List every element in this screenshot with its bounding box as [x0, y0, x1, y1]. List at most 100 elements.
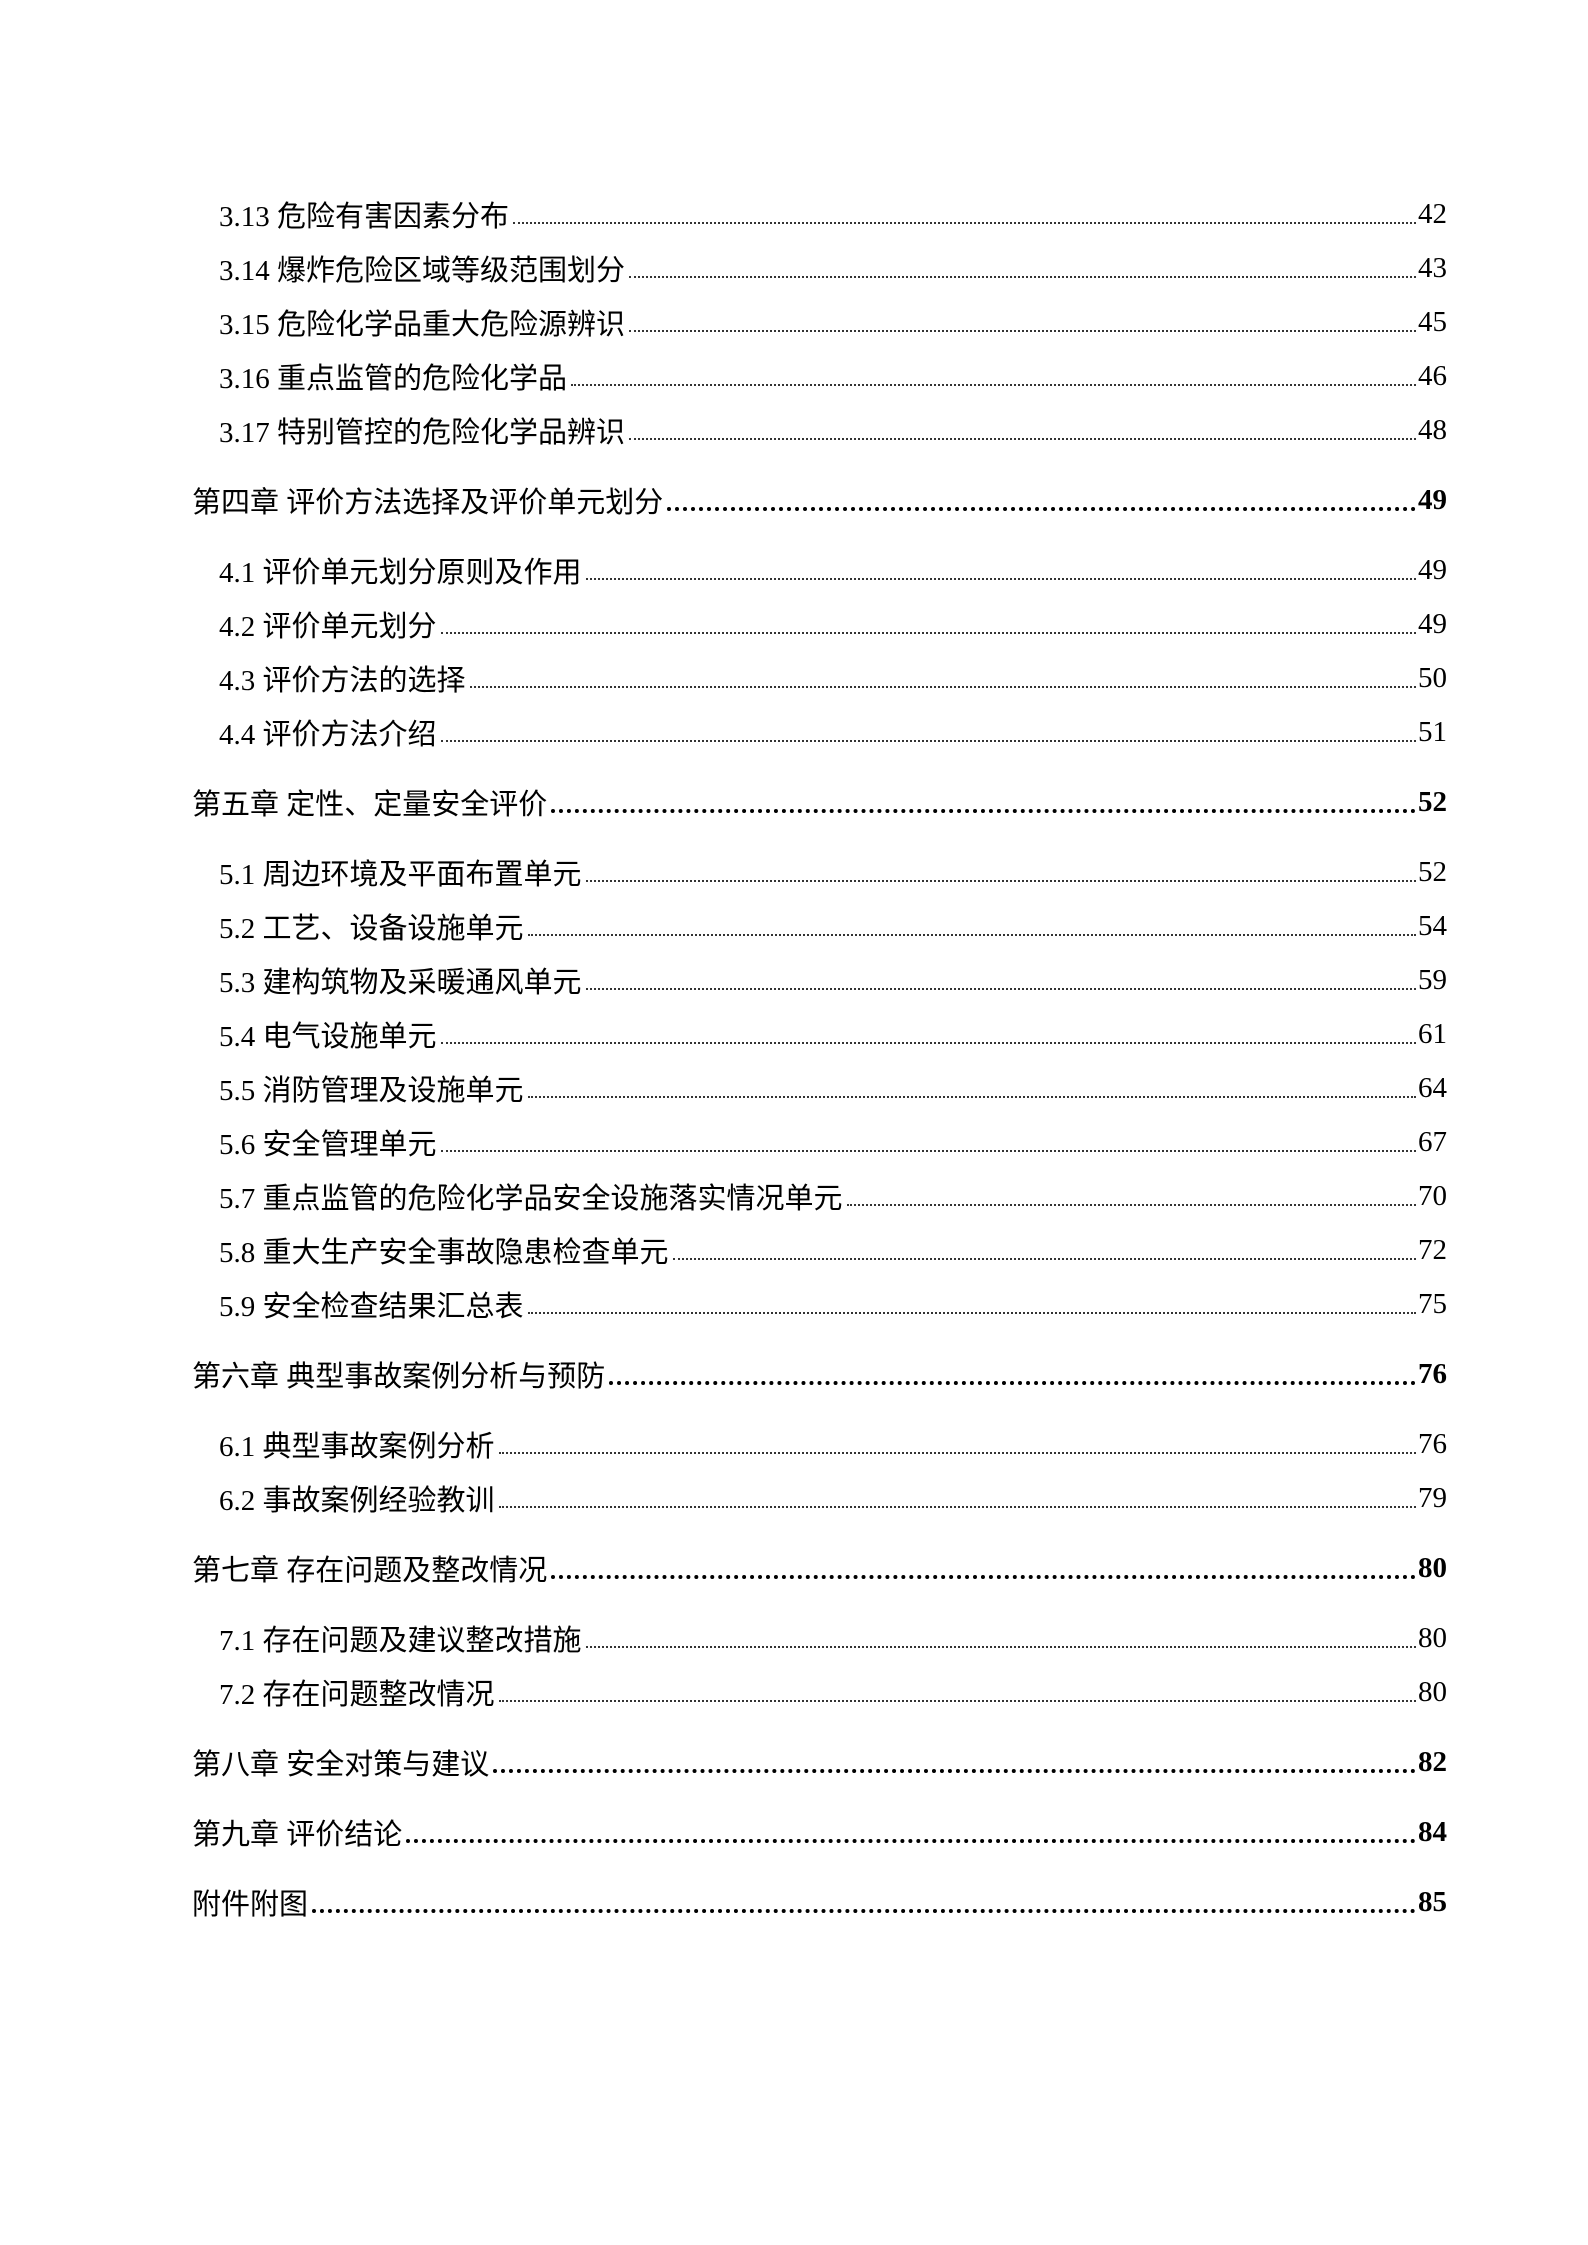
- toc-page-number: 52: [1418, 855, 1447, 888]
- toc-section-entry[interactable]: 5.1 周边环境及平面布置单元 52: [219, 845, 1447, 899]
- toc-page-number: 72: [1418, 1233, 1447, 1266]
- toc-entry-title: 第九章 评价结论: [192, 1819, 403, 1851]
- toc-chapter-entry[interactable]: 第五章 定性、定量安全评价 52: [192, 775, 1447, 829]
- toc-section-entry[interactable]: 5.7 重点监管的危险化学品安全设施落实情况单元 70: [219, 1169, 1447, 1223]
- toc-section-entry[interactable]: 5.3 建构筑物及采暖通风单元 59: [219, 953, 1447, 1007]
- toc-entry-title: 3.13 危险有害因素分布: [219, 201, 510, 233]
- toc-entry-title: 5.4 电气设施单元: [219, 1021, 437, 1053]
- dot-leader: [440, 1115, 1416, 1169]
- toc-chapter-entry[interactable]: 第四章 评价方法选择及评价单元划分 49: [192, 473, 1447, 527]
- toc-entry-title: 5.3 建构筑物及采暖通风单元: [219, 967, 582, 999]
- toc-section-entry[interactable]: 5.5 消防管理及设施单元 64: [219, 1061, 1447, 1115]
- toc-section-entry[interactable]: 4.1 评价单元划分原则及作用 49: [219, 543, 1447, 597]
- dot-leader: [551, 1541, 1416, 1595]
- toc-entry-title: 5.8 重大生产安全事故隐患检查单元: [219, 1237, 669, 1269]
- toc-entry-title: 第七章 存在问题及整改情况: [192, 1555, 548, 1587]
- toc-page-number: 64: [1418, 1071, 1447, 1104]
- toc-section-entry[interactable]: 3.15 危险化学品重大危险源辨识 45: [219, 295, 1447, 349]
- dot-leader: [440, 705, 1416, 759]
- toc-section-entry[interactable]: 3.16 重点监管的危险化学品 46: [219, 349, 1447, 403]
- dot-leader: [498, 1471, 1416, 1525]
- toc-page-number: 45: [1418, 305, 1447, 338]
- dot-leader: [493, 1735, 1416, 1789]
- toc-chapter-entry[interactable]: 第七章 存在问题及整改情况 80: [192, 1541, 1447, 1595]
- dot-leader: [672, 1223, 1416, 1277]
- toc-page-number: 59: [1418, 963, 1447, 996]
- dot-leader: [440, 1007, 1416, 1061]
- toc-section-entry[interactable]: 4.4 评价方法介绍 51: [219, 705, 1447, 759]
- toc-section-entry[interactable]: 3.14 爆炸危险区域等级范围划分 43: [219, 241, 1447, 295]
- toc-page-number: 80: [1418, 1551, 1447, 1584]
- toc-page-number: 49: [1418, 607, 1447, 640]
- dot-leader: [551, 775, 1416, 829]
- dot-leader: [585, 953, 1416, 1007]
- toc-entry-title: 第六章 典型事故案例分析与预防: [192, 1361, 606, 1393]
- toc-entry-title: 5.6 安全管理单元: [219, 1129, 437, 1161]
- toc-chapter-entry[interactable]: 第八章 安全对策与建议 82: [192, 1735, 1447, 1789]
- dot-leader: [585, 845, 1416, 899]
- dot-leader: [846, 1169, 1416, 1223]
- toc-section-entry[interactable]: 4.3 评价方法的选择 50: [219, 651, 1447, 705]
- dot-leader: [527, 1061, 1416, 1115]
- toc-section-entry[interactable]: 3.13 危险有害因素分布 42: [219, 187, 1447, 241]
- toc-section-entry[interactable]: 5.8 重大生产安全事故隐患检查单元 72: [219, 1223, 1447, 1277]
- dot-leader: [629, 295, 1416, 349]
- toc-page-number: 52: [1418, 785, 1447, 818]
- dot-leader: [513, 187, 1416, 241]
- toc-entry-title: 7.1 存在问题及建议整改措施: [219, 1625, 582, 1657]
- toc-section-entry[interactable]: 5.4 电气设施单元 61: [219, 1007, 1447, 1061]
- toc-page-number: 76: [1418, 1357, 1447, 1390]
- table-of-contents: 3.13 危险有害因素分布 42 3.14 爆炸危险区域等级范围划分 43 3.15 危…: [0, 187, 1588, 1945]
- toc-chapter-entry[interactable]: 第六章 典型事故案例分析与预防 76: [192, 1347, 1447, 1401]
- toc-page-number: 42: [1418, 197, 1447, 230]
- toc-section-entry[interactable]: 5.9 安全检查结果汇总表 75: [219, 1277, 1447, 1331]
- dot-leader: [406, 1805, 1416, 1859]
- toc-section-entry[interactable]: 7.2 存在问题整改情况 80: [219, 1665, 1447, 1719]
- toc-chapter-entry[interactable]: 第九章 评价结论 84: [192, 1805, 1447, 1859]
- toc-entry-title: 4.2 评价单元划分: [219, 611, 437, 643]
- toc-chapter-entry[interactable]: 附件附图 85: [192, 1875, 1447, 1929]
- toc-entry-title: 5.5 消防管理及设施单元: [219, 1075, 524, 1107]
- toc-entry-title: 5.2 工艺、设备设施单元: [219, 913, 524, 945]
- toc-page-number: 82: [1418, 1745, 1447, 1778]
- toc-section-entry[interactable]: 6.2 事故案例经验教训 79: [219, 1471, 1447, 1525]
- toc-page-number: 50: [1418, 661, 1447, 694]
- toc-section-entry[interactable]: 7.1 存在问题及建议整改措施 80: [219, 1611, 1447, 1665]
- toc-section-entry[interactable]: 5.6 安全管理单元 67: [219, 1115, 1447, 1169]
- toc-entry-title: 5.9 安全检查结果汇总表: [219, 1291, 524, 1323]
- toc-entry-title: 4.4 评价方法介绍: [219, 719, 437, 751]
- toc-entry-title: 4.1 评价单元划分原则及作用: [219, 557, 582, 589]
- toc-page-number: 85: [1418, 1885, 1447, 1918]
- toc-page-number: 76: [1418, 1427, 1447, 1460]
- toc-page-number: 70: [1418, 1179, 1447, 1212]
- dot-leader: [312, 1875, 1416, 1929]
- toc-entry-title: 附件附图: [192, 1889, 309, 1921]
- dot-leader: [440, 597, 1416, 651]
- toc-page-number: 46: [1418, 359, 1447, 392]
- toc-section-entry[interactable]: 3.17 特别管控的危险化学品辨识 48: [219, 403, 1447, 457]
- toc-page-number: 84: [1418, 1815, 1447, 1848]
- toc-entry-title: 7.2 存在问题整改情况: [219, 1679, 495, 1711]
- toc-page-number: 54: [1418, 909, 1447, 942]
- dot-leader: [609, 1347, 1416, 1401]
- dot-leader: [498, 1665, 1416, 1719]
- toc-page-number: 49: [1418, 553, 1447, 586]
- toc-entry-title: 6.1 典型事故案例分析: [219, 1431, 495, 1463]
- toc-section-entry[interactable]: 5.2 工艺、设备设施单元 54: [219, 899, 1447, 953]
- dot-leader: [498, 1417, 1416, 1471]
- toc-section-entry[interactable]: 4.2 评价单元划分 49: [219, 597, 1447, 651]
- toc-section-entry[interactable]: 6.1 典型事故案例分析 76: [219, 1417, 1447, 1471]
- toc-page-number: 61: [1418, 1017, 1447, 1050]
- toc-entry-title: 3.14 爆炸危险区域等级范围划分: [219, 255, 626, 287]
- dot-leader: [629, 241, 1416, 295]
- dot-leader: [585, 1611, 1416, 1665]
- toc-entry-title: 第四章 评价方法选择及评价单元划分: [192, 487, 664, 519]
- toc-entry-title: 3.16 重点监管的危险化学品: [219, 363, 568, 395]
- toc-entry-title: 3.17 特别管控的危险化学品辨识: [219, 417, 626, 449]
- dot-leader: [585, 543, 1416, 597]
- toc-page-number: 80: [1418, 1621, 1447, 1654]
- toc-page-number: 48: [1418, 413, 1447, 446]
- toc-entry-title: 3.15 危险化学品重大危险源辨识: [219, 309, 626, 341]
- toc-entry-title: 第五章 定性、定量安全评价: [192, 789, 548, 821]
- toc-entry-title: 第八章 安全对策与建议: [192, 1749, 490, 1781]
